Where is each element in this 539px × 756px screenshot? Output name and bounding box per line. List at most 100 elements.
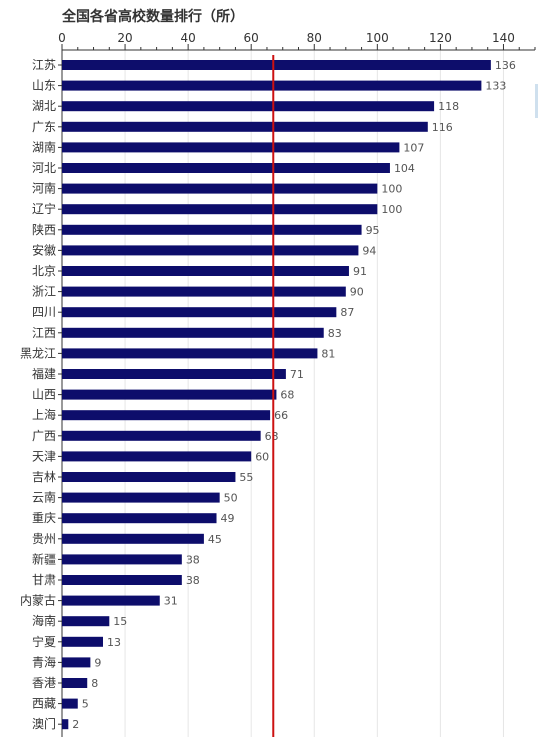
bar: [62, 554, 182, 565]
data-label: 133: [485, 80, 506, 93]
category-label: 河北: [32, 161, 56, 175]
category-label: 内蒙古: [20, 593, 56, 608]
category-label: 广东: [32, 120, 56, 134]
chart-title: 全国各省高校数量排行（所）: [62, 9, 244, 25]
data-label: 31: [164, 595, 178, 608]
data-label: 5: [82, 698, 89, 711]
bar: [62, 121, 428, 132]
data-label: 91: [353, 265, 367, 278]
category-label: 安徽: [32, 242, 56, 257]
category-label: 浙江: [32, 285, 56, 299]
category-label: 湖北: [32, 98, 56, 113]
category-label: 河南: [32, 181, 56, 196]
category-label: 青海: [32, 654, 56, 669]
data-label: 95: [366, 224, 380, 237]
category-label: 山东: [32, 79, 56, 93]
bar: [62, 101, 435, 112]
bar: [62, 163, 390, 173]
data-label: 13: [107, 636, 121, 649]
x-tick-label: 0: [58, 31, 66, 45]
x-tick-label: 80: [307, 31, 322, 45]
bar: [62, 575, 182, 585]
category-label: 西藏: [32, 697, 56, 711]
x-tick-label: 140: [492, 31, 515, 45]
bar: [62, 204, 378, 215]
data-label: 49: [221, 512, 235, 525]
category-label: 江西: [32, 326, 56, 340]
data-label: 118: [438, 100, 459, 113]
data-label: 45: [208, 533, 222, 546]
data-label: 116: [432, 121, 453, 134]
data-label: 107: [403, 141, 424, 154]
category-label: 陕西: [32, 222, 56, 237]
bar: [62, 616, 110, 627]
data-label: 71: [290, 368, 304, 381]
bar: [62, 80, 482, 91]
category-label: 海南: [32, 613, 56, 628]
category-label: 上海: [32, 407, 56, 422]
category-label: 云南: [32, 490, 56, 505]
label-layer: 江苏 136 山东 133 湖北 118 广东 116 湖南 107 河北 104 河南 100 辽宁 100…: [20, 58, 516, 731]
bar: [62, 60, 491, 70]
x-tick-label: 120: [429, 31, 452, 45]
data-label: 9: [94, 656, 101, 669]
category-label: 福建: [32, 366, 56, 381]
bar: [62, 266, 349, 276]
bar: [62, 698, 78, 709]
category-label: 香港: [32, 676, 56, 690]
data-label: 136: [495, 59, 516, 72]
data-label: 55: [239, 471, 253, 484]
bar: [62, 369, 286, 379]
category-label: 北京: [32, 264, 56, 278]
data-label: 15: [113, 615, 127, 628]
data-label: 2: [72, 718, 79, 731]
category-label: 甘肃: [32, 573, 56, 587]
bar: [62, 513, 217, 524]
category-label: 吉林: [32, 470, 56, 484]
bar: [62, 142, 400, 153]
bar: [62, 636, 103, 647]
category-label: 澳门: [32, 716, 56, 731]
bar: [62, 245, 359, 256]
bar: [62, 678, 88, 688]
axis-layer: 0 20 40 60 80 100 120 140: [58, 31, 536, 737]
data-label: 83: [328, 327, 342, 340]
bar: [62, 492, 220, 503]
data-label: 94: [362, 244, 376, 257]
bar: [62, 430, 261, 441]
bar: [62, 183, 378, 194]
data-label: 8: [91, 677, 98, 690]
bar: [62, 348, 318, 359]
bar: [62, 307, 337, 318]
data-label: 100: [381, 183, 402, 196]
category-label: 湖南: [32, 139, 56, 154]
scroll-indicator: [535, 84, 538, 118]
category-label: 广西: [32, 429, 56, 443]
data-label: 50: [224, 492, 238, 505]
bar-layer: [62, 60, 491, 730]
x-tick-label: 40: [180, 31, 195, 45]
bar: [62, 595, 160, 606]
data-label: 60: [255, 450, 269, 463]
x-tick-label: 60: [244, 31, 259, 45]
category-label: 贵州: [32, 532, 56, 546]
category-label: 新疆: [32, 551, 56, 566]
data-label: 68: [280, 389, 294, 402]
data-label: 81: [321, 347, 335, 360]
bar: [62, 327, 324, 338]
category-label: 黑龙江: [20, 346, 56, 360]
data-label: 87: [340, 306, 354, 319]
data-label: 38: [186, 553, 200, 566]
bar: [62, 657, 91, 668]
category-label: 江苏: [32, 58, 56, 72]
category-label: 天津: [32, 449, 56, 463]
bar: [62, 451, 252, 462]
x-tick-label: 20: [117, 31, 132, 45]
bar: [62, 410, 271, 421]
data-label: 63: [265, 430, 279, 443]
data-label: 104: [394, 162, 415, 175]
bar: [62, 286, 346, 297]
category-label: 宁夏: [32, 634, 56, 649]
category-label: 山西: [32, 388, 56, 402]
